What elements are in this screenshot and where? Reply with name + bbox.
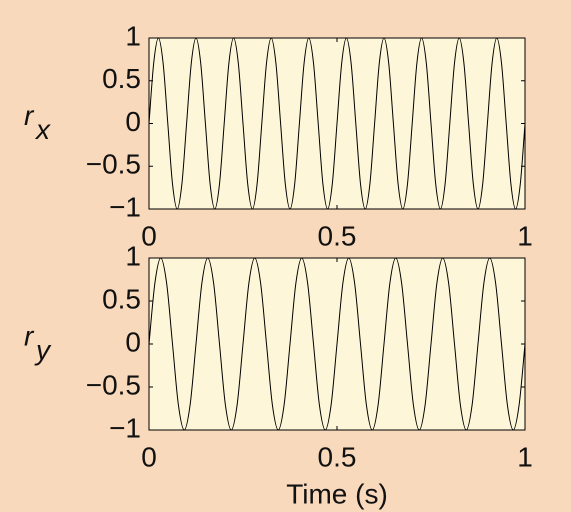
signal-line: [148, 37, 526, 210]
x-tick-label: 0: [141, 220, 157, 251]
y-tick-label: 0: [125, 106, 141, 137]
y-tick-label: −1: [109, 412, 141, 443]
y-label: r: [24, 100, 35, 131]
x-tick-label: 0.5: [318, 220, 357, 251]
y-tick-label: −0.5: [86, 149, 141, 180]
y-tick-label: 1: [125, 20, 141, 51]
y-label-sub: x: [34, 114, 51, 145]
y-tick-label: −1: [109, 191, 141, 222]
x-tick-label: 0: [141, 441, 157, 472]
y-tick-label: 0.5: [102, 63, 141, 94]
x-tick-label: 1: [517, 220, 533, 251]
y-tick-label: −0.5: [86, 369, 141, 400]
x-tick-label: 0.5: [318, 441, 357, 472]
x-label: Time (s): [286, 478, 388, 509]
signal-line: [148, 257, 526, 431]
y-tick-label: 1: [125, 240, 141, 271]
y-tick-label: 0.5: [102, 283, 141, 314]
x-tick-label: 1: [517, 441, 533, 472]
y-label-sub: y: [34, 334, 52, 365]
y-label: r: [24, 320, 35, 351]
y-tick-label: 0: [125, 326, 141, 357]
